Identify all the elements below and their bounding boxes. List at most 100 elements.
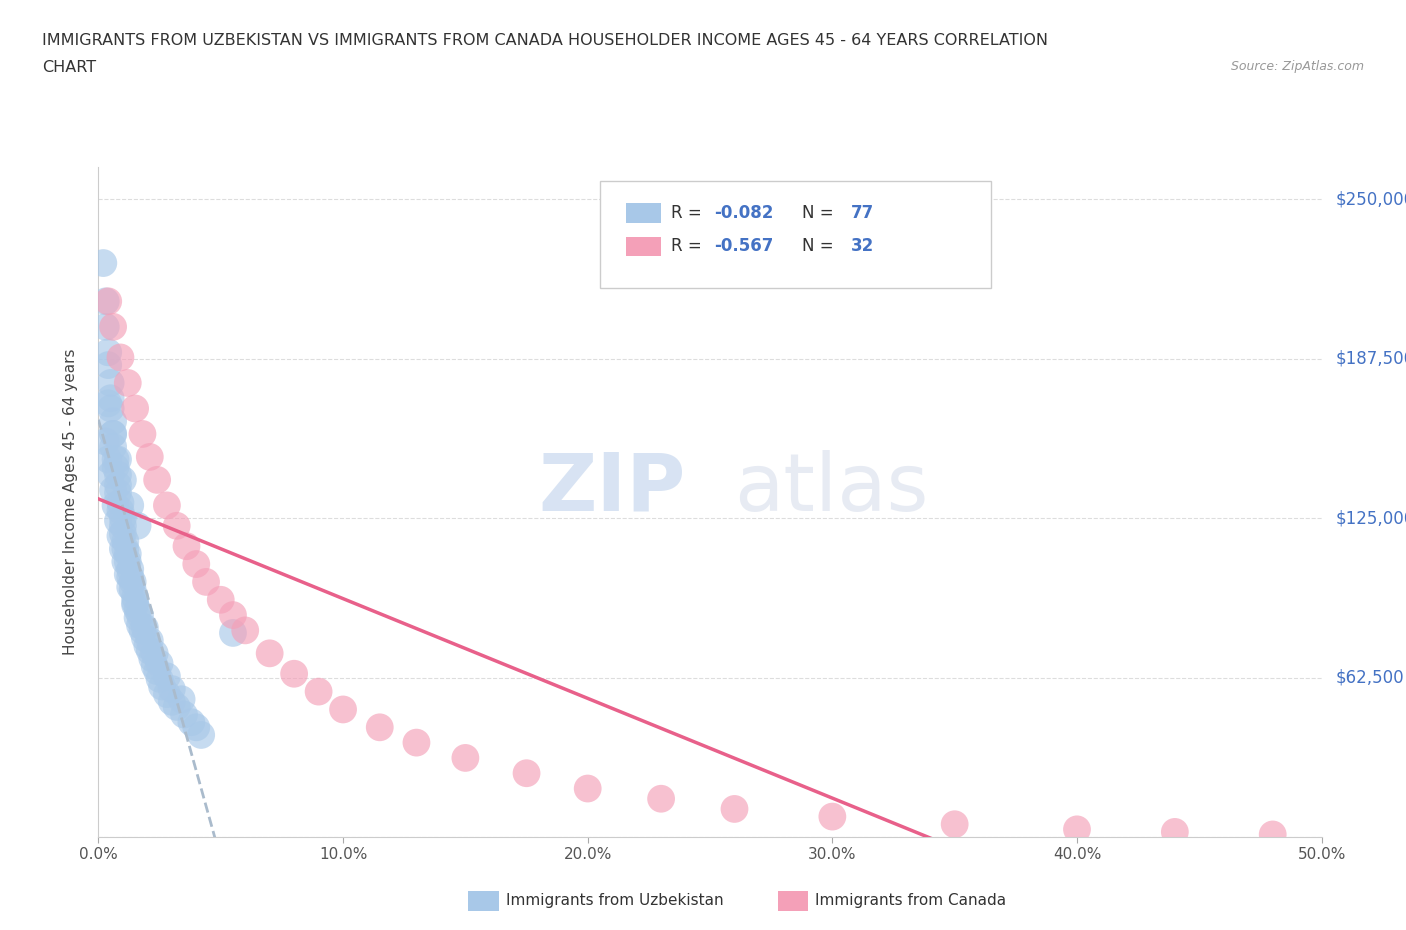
- Text: R =: R =: [671, 237, 707, 256]
- Point: [127, 603, 149, 618]
- Point: [124, 597, 146, 612]
- Point: [107, 485, 129, 500]
- Point: [186, 720, 208, 735]
- Point: [121, 575, 143, 590]
- FancyBboxPatch shape: [626, 204, 661, 222]
- Point: [121, 582, 143, 597]
- Point: [146, 664, 169, 679]
- Text: -0.082: -0.082: [714, 204, 773, 222]
- Point: [117, 376, 139, 391]
- Point: [134, 631, 156, 645]
- Point: [104, 452, 127, 467]
- Point: [100, 391, 122, 405]
- Point: [120, 569, 142, 584]
- Text: $62,500: $62,500: [1336, 669, 1405, 686]
- Point: [195, 575, 218, 590]
- Point: [110, 528, 132, 543]
- Point: [143, 646, 166, 661]
- Point: [150, 679, 173, 694]
- Point: [110, 503, 132, 518]
- Text: N =: N =: [801, 237, 838, 256]
- Point: [1164, 825, 1187, 840]
- Point: [139, 449, 162, 464]
- Text: CHART: CHART: [42, 60, 96, 75]
- Point: [723, 802, 745, 817]
- Point: [120, 498, 142, 512]
- Point: [131, 623, 153, 638]
- Text: ZIP: ZIP: [538, 450, 686, 528]
- Point: [515, 765, 537, 780]
- Point: [156, 498, 179, 512]
- Point: [308, 684, 330, 699]
- Y-axis label: Householder Income Ages 45 - 64 years: Householder Income Ages 45 - 64 years: [63, 349, 77, 656]
- Point: [1261, 827, 1284, 842]
- FancyBboxPatch shape: [626, 237, 661, 256]
- Point: [405, 736, 427, 751]
- Point: [129, 607, 152, 622]
- Point: [190, 727, 212, 742]
- Point: [156, 686, 179, 701]
- Text: $250,000: $250,000: [1336, 191, 1406, 208]
- Point: [94, 319, 117, 334]
- Point: [120, 562, 142, 577]
- Point: [222, 626, 245, 641]
- Point: [233, 623, 256, 638]
- Point: [101, 427, 124, 442]
- Point: [576, 781, 599, 796]
- Point: [100, 401, 122, 416]
- Point: [101, 427, 124, 442]
- FancyBboxPatch shape: [600, 180, 991, 288]
- Point: [141, 651, 163, 666]
- Point: [97, 294, 120, 309]
- Point: [110, 350, 132, 365]
- Point: [97, 358, 120, 373]
- Point: [160, 695, 183, 710]
- Point: [107, 477, 129, 492]
- Point: [107, 468, 129, 483]
- Point: [259, 646, 281, 661]
- Text: 32: 32: [851, 237, 875, 256]
- Point: [111, 518, 134, 533]
- Point: [124, 595, 146, 610]
- Point: [111, 541, 134, 556]
- Point: [100, 468, 122, 483]
- Point: [176, 538, 198, 553]
- Point: [131, 427, 153, 442]
- Point: [143, 658, 166, 673]
- Point: [117, 566, 139, 581]
- Point: [114, 541, 136, 556]
- Point: [97, 396, 120, 411]
- Point: [97, 452, 120, 467]
- Point: [101, 414, 124, 429]
- Point: [107, 513, 129, 528]
- Point: [186, 557, 208, 572]
- Text: $187,500: $187,500: [1336, 350, 1406, 367]
- Text: N =: N =: [801, 204, 838, 222]
- Point: [136, 638, 159, 653]
- Point: [222, 607, 245, 622]
- Point: [111, 511, 134, 525]
- Point: [124, 401, 146, 416]
- Text: Source: ZipAtlas.com: Source: ZipAtlas.com: [1230, 60, 1364, 73]
- Point: [124, 590, 146, 604]
- Point: [111, 526, 134, 541]
- Point: [101, 439, 124, 454]
- Point: [94, 294, 117, 309]
- Point: [209, 592, 232, 607]
- Point: [101, 483, 124, 498]
- Point: [943, 817, 966, 831]
- Point: [454, 751, 477, 765]
- Text: Immigrants from Uzbekistan: Immigrants from Uzbekistan: [506, 893, 724, 908]
- Text: -0.567: -0.567: [714, 237, 773, 256]
- Point: [166, 518, 188, 533]
- Point: [139, 633, 162, 648]
- Point: [173, 707, 195, 722]
- Point: [650, 791, 672, 806]
- Text: atlas: atlas: [734, 450, 929, 528]
- Point: [283, 666, 305, 681]
- Point: [127, 610, 149, 625]
- Text: 77: 77: [851, 204, 875, 222]
- Point: [134, 620, 156, 635]
- Point: [368, 720, 391, 735]
- Point: [149, 656, 172, 671]
